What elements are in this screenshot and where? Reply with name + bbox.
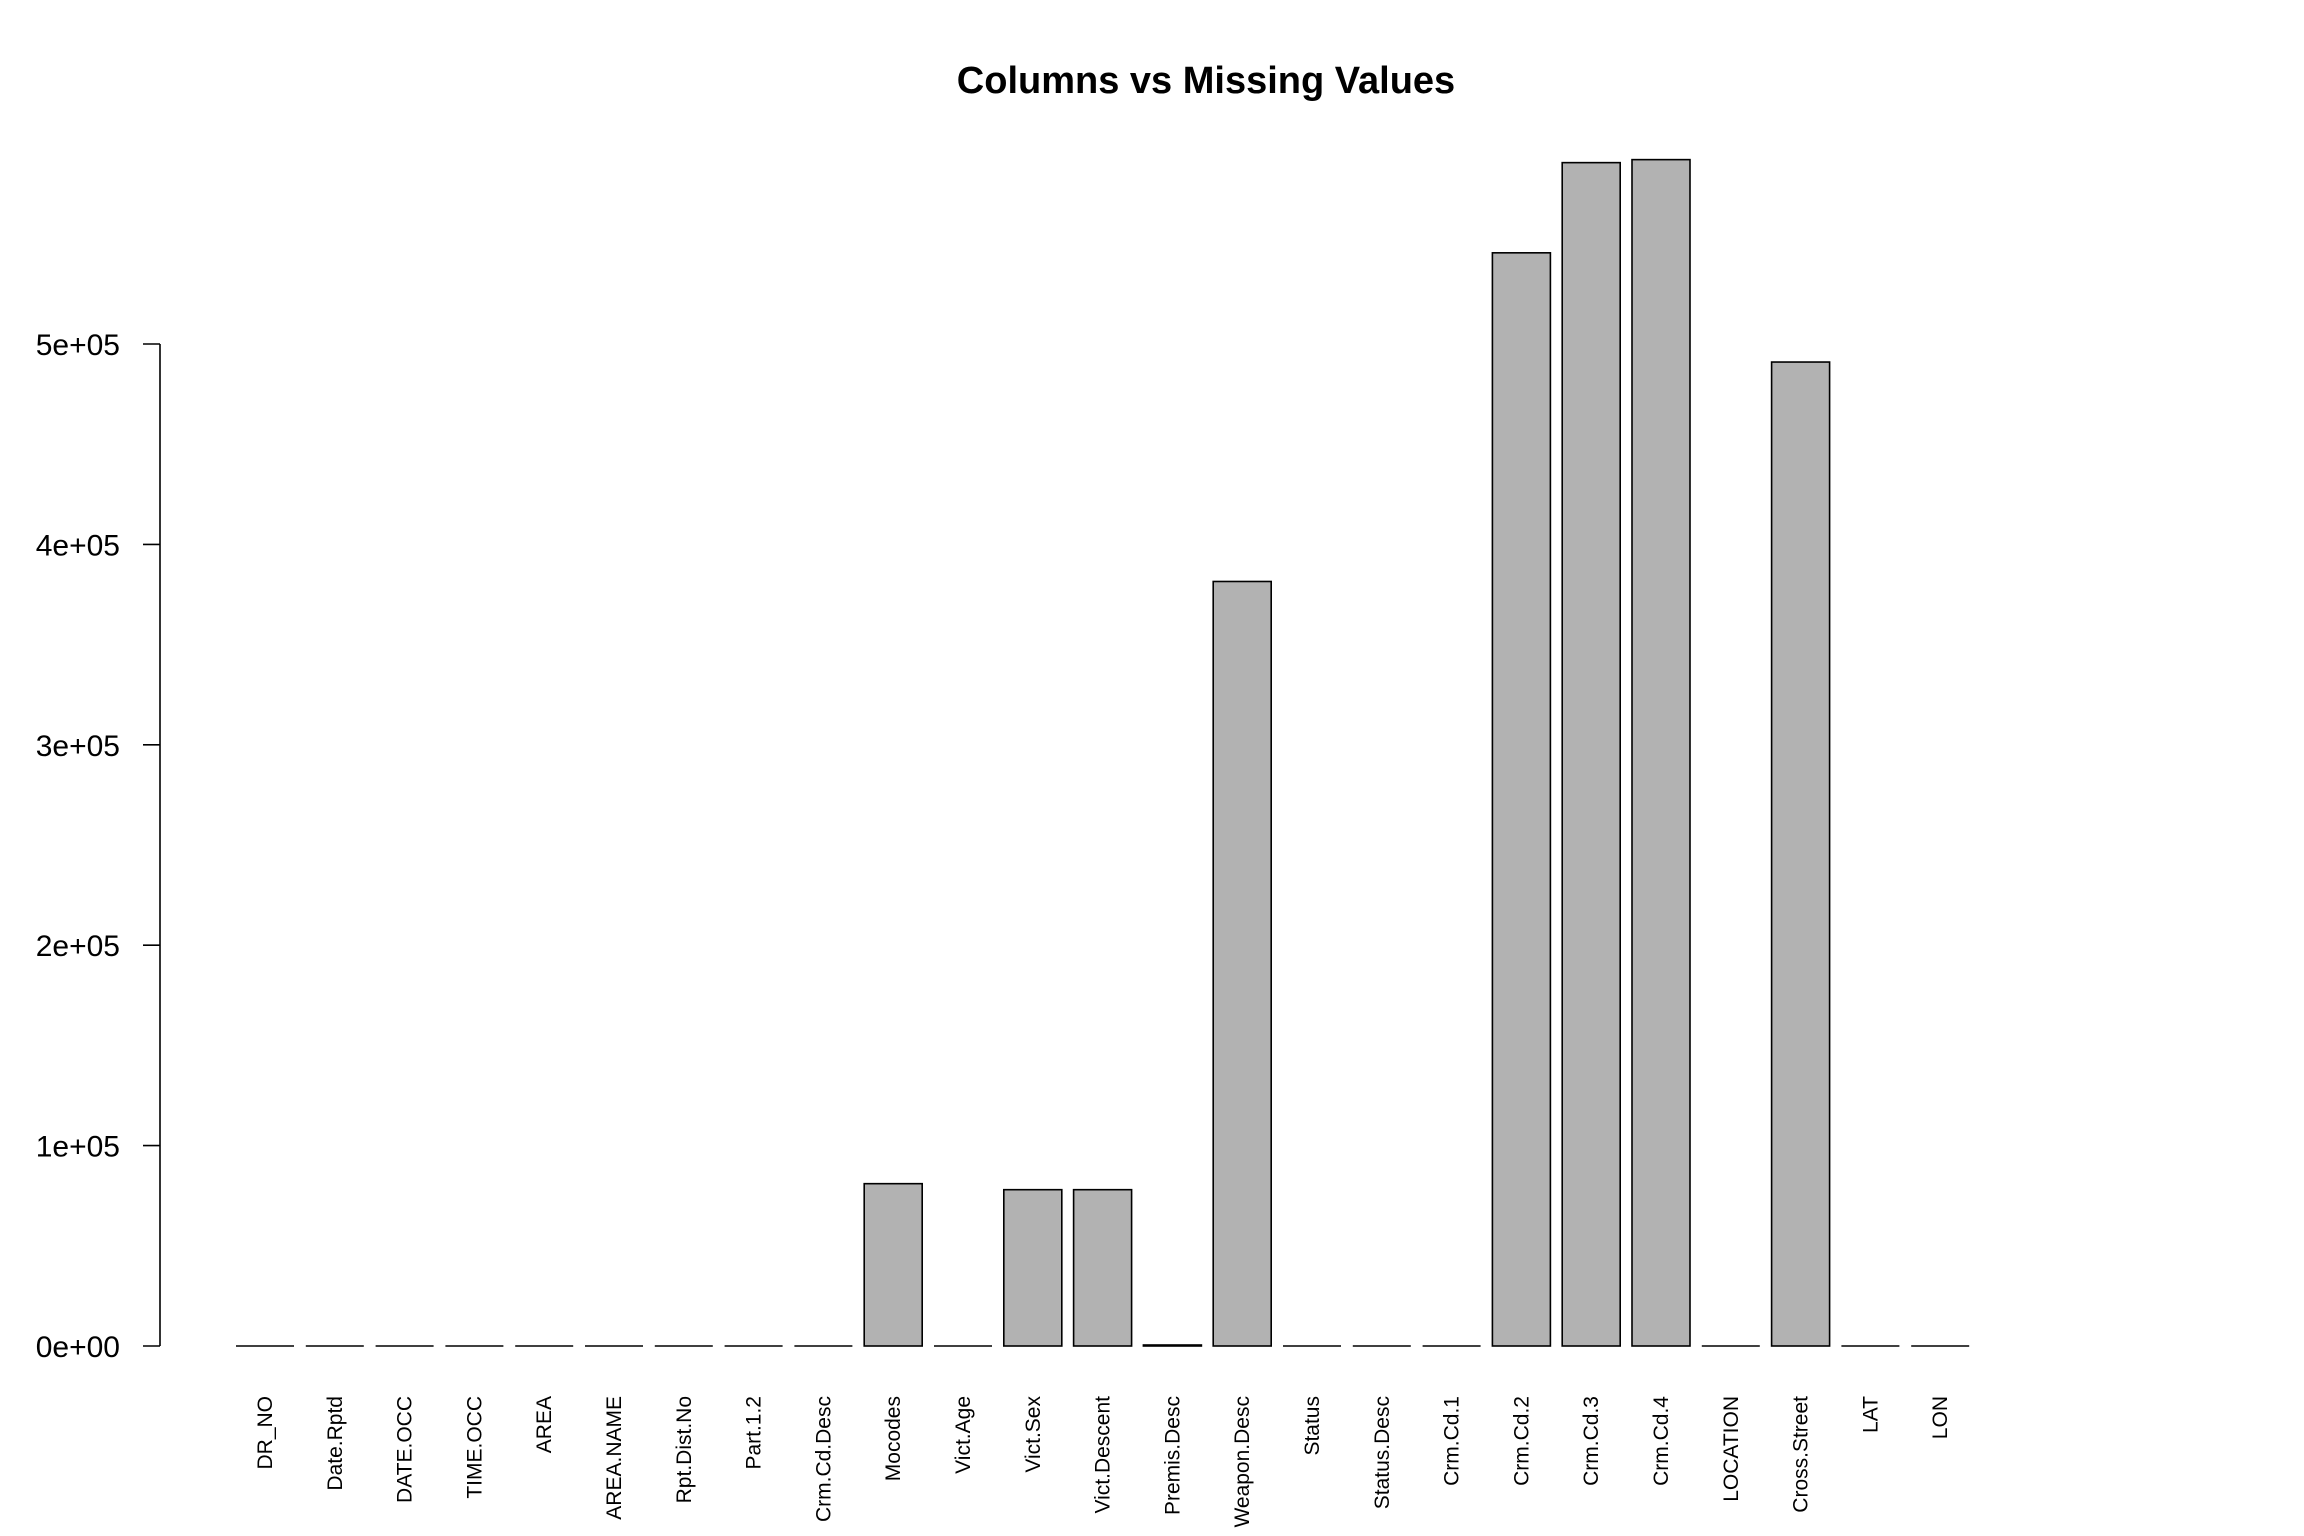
bar xyxy=(1212,580,1272,1347)
x-tick-label: Rpt.Dist.No xyxy=(673,1396,696,1503)
x-tick-label: Status.Desc xyxy=(1371,1396,1394,1509)
bar xyxy=(1561,161,1621,1347)
x-tick-label: DATE.OCC xyxy=(394,1396,417,1503)
x-tick-label: Weapon.Desc xyxy=(1231,1396,1254,1528)
x-tick-label: Crm.Cd.1 xyxy=(1441,1396,1464,1486)
x-tick-label: LON xyxy=(1929,1396,1952,1439)
x-tick-label: Cross.Street xyxy=(1790,1396,1813,1513)
x-tick-label: Crm.Cd.4 xyxy=(1650,1396,1673,1486)
x-tick-label: DR_NO xyxy=(254,1396,277,1470)
x-tick-label: AREA xyxy=(533,1396,556,1453)
y-tick-label: 0e+00 xyxy=(36,1331,120,1364)
x-tick-label: Status xyxy=(1301,1396,1324,1456)
y-axis: 0e+00 1e+05 2e+05 3e+05 4e+05 5e+05 xyxy=(36,329,161,1364)
x-tick-label: AREA.NAME xyxy=(603,1396,626,1520)
x-tick-label: Date.Rptd xyxy=(324,1396,347,1491)
bar xyxy=(1072,1188,1133,1347)
bar xyxy=(1631,158,1691,1347)
bar xyxy=(1002,1188,1063,1347)
x-tick-label: LOCATION xyxy=(1720,1396,1743,1502)
y-tick-label: 3e+05 xyxy=(36,730,120,763)
x-tick-label: Premis.Desc xyxy=(1161,1396,1184,1515)
x-tick-label: Part.1.2 xyxy=(743,1396,766,1470)
y-tick-label: 5e+05 xyxy=(36,329,120,362)
chart-title: Columns vs Missing Values xyxy=(957,60,1455,102)
bar xyxy=(1491,252,1552,1347)
x-tick-label: Crm.Cd.Desc xyxy=(812,1396,835,1522)
x-tick-label: LAT xyxy=(1859,1396,1882,1433)
bar xyxy=(1142,1344,1203,1347)
x-tick-label: Vict.Age xyxy=(952,1396,975,1474)
x-tick-label: Vict.Sex xyxy=(1022,1396,1045,1473)
x-tick-label: Crm.Cd.3 xyxy=(1580,1396,1603,1486)
bar xyxy=(863,1182,924,1347)
bar xyxy=(1770,361,1831,1347)
x-tick-label: TIME.OCC xyxy=(463,1396,486,1499)
x-tick-label: Vict.Descent xyxy=(1092,1396,1115,1514)
x-tick-label: Mocodes xyxy=(882,1396,905,1481)
y-tick-label: 1e+05 xyxy=(36,1131,120,1164)
y-tick-label: 2e+05 xyxy=(36,930,120,963)
x-tick-label: Crm.Cd.2 xyxy=(1510,1396,1533,1486)
bars xyxy=(236,158,1970,1347)
y-tick-label: 4e+05 xyxy=(36,529,120,562)
x-axis-labels: DR_NO Date.Rptd DATE.OCC TIME.OCC AREA AREA.N… xyxy=(254,1396,1952,1528)
